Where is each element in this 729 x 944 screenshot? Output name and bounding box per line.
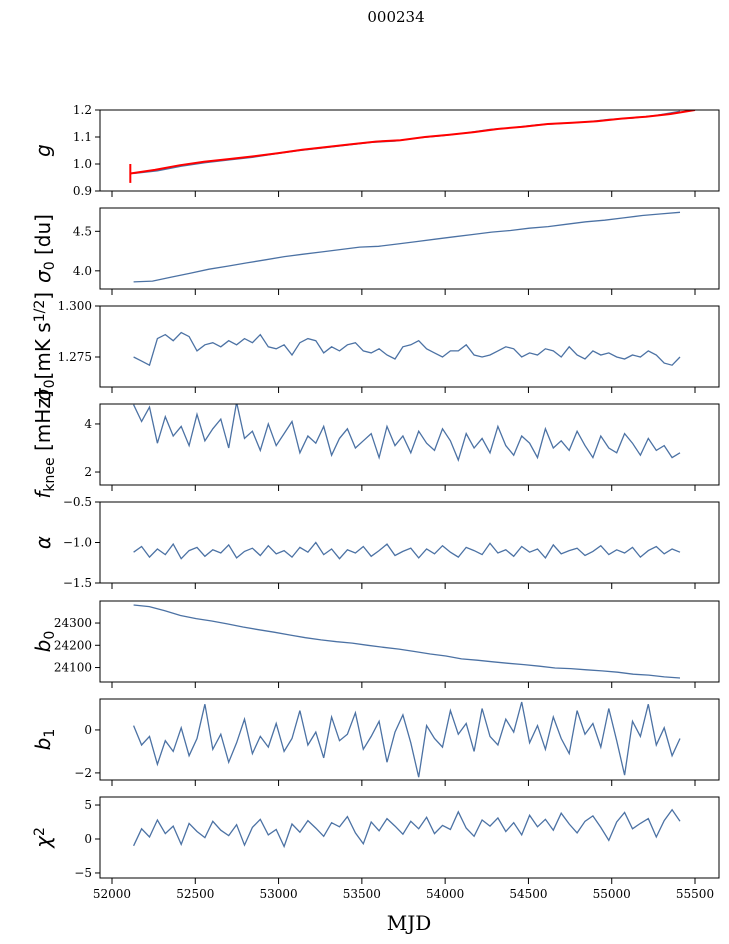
- y-tick-label: 4: [84, 417, 92, 431]
- y-axis-label-part: knee: [42, 457, 58, 491]
- y-axis-label-g: g: [31, 144, 55, 157]
- y-tick-label: −1.5: [63, 576, 92, 590]
- y-tick-label: 1.275: [58, 350, 92, 364]
- y-axis-label-part: 0: [42, 379, 58, 388]
- panel-alpha: −1.5 −1.0 −0.5 α: [31, 495, 720, 590]
- y-axis-label-part: 1/2: [32, 300, 48, 323]
- panels: 0.91.01.11.2g4.04.5σ0 [du]1.2751.300σ0[m…: [31, 103, 720, 901]
- x-tick-label: 52000: [93, 887, 131, 901]
- panel-fknee: 2 4 fknee [mHz]: [31, 390, 720, 499]
- x-tick-label: 55000: [593, 887, 631, 901]
- series-line-g-fit: [130, 110, 696, 175]
- y-axis-label-part: α: [31, 536, 55, 549]
- y-axis-label-part: [mHz]: [31, 390, 55, 457]
- series-line-b1: [132, 701, 681, 778]
- axes-frame: [99, 796, 720, 879]
- y-tick-label: 4.5: [73, 224, 92, 238]
- y-tick-label: 0.9: [73, 184, 92, 198]
- axes-frame: [99, 305, 720, 388]
- series-line-fknee: [133, 404, 681, 462]
- y-axis-label-part: [du]: [31, 214, 55, 261]
- axes-frame: [99, 109, 720, 192]
- y-tick-label: 2: [84, 465, 92, 479]
- axes-frame: [99, 207, 720, 290]
- y-axis-label-sigma0-du: σ0 [du]: [31, 214, 58, 283]
- y-axis-label-alpha: α: [31, 536, 55, 549]
- panel-b1: −2 0 b1: [31, 698, 720, 786]
- x-tick-label: 52500: [176, 887, 214, 901]
- y-tick-label: 0: [84, 723, 92, 737]
- y-axis-label-sigma0-mk: σ0[mK s1/2]: [31, 292, 58, 401]
- axes-frame: [99, 403, 720, 486]
- y-axis-label-part: 1: [42, 729, 58, 738]
- x-tick-label: 54500: [509, 887, 547, 901]
- y-axis-label-part: ]: [31, 292, 55, 300]
- y-tick-label: −0.5: [63, 495, 92, 509]
- y-tick-label: 1.0: [73, 157, 92, 171]
- y-tick-label: 24100: [54, 661, 92, 675]
- y-tick-label: 1.2: [73, 103, 92, 117]
- y-axis-label-part: 0: [42, 261, 58, 270]
- series-line-sigma0: [133, 211, 681, 283]
- y-tick-label: 5: [84, 798, 92, 812]
- series-line-alpha: [133, 541, 681, 560]
- y-tick-label: 24300: [54, 616, 92, 630]
- x-tick-label: 53000: [259, 887, 297, 901]
- series-line-chi2: [133, 808, 681, 849]
- y-axis-label-part: σ: [31, 387, 55, 401]
- panel-chi2: −5 0 5 52000 52500 53000 53500 54000 54500 55000 5…: [31, 796, 720, 901]
- y-axis-label-part: σ: [31, 269, 55, 283]
- series-line-b0: [133, 604, 681, 679]
- y-axis-label-part: 2: [32, 827, 48, 836]
- y-tick-label: 1.300: [58, 299, 92, 313]
- y-axis-label-part: [mK s: [31, 322, 55, 379]
- y-axis-label-b1: b1: [31, 729, 58, 751]
- y-tick-label: 24200: [54, 638, 92, 652]
- axes-frame: [99, 600, 720, 683]
- y-axis-label-fknee: fknee [mHz]: [31, 390, 58, 498]
- panel-g: 0.9 1.0 1.1 1.2 g: [31, 103, 720, 198]
- y-tick-label: 1.1: [73, 130, 92, 144]
- x-tick-label: 55500: [676, 887, 714, 901]
- y-tick-label: −2: [74, 766, 92, 780]
- figure-title: 000234: [367, 8, 424, 26]
- panel-sigma0-du: 4.0 4.5 σ0 [du]: [31, 207, 720, 295]
- y-axis-label-part: f: [31, 489, 55, 499]
- x-axis-label: MJD: [387, 911, 432, 935]
- y-axis-label-part: χ: [31, 835, 55, 849]
- y-tick-label: 4.0: [73, 264, 92, 278]
- y-axis-label-chi2: χ2: [31, 827, 55, 849]
- y-axis-label-part: g: [31, 144, 55, 157]
- y-axis-label-part: b: [31, 738, 55, 751]
- axes-frame: [99, 698, 720, 781]
- x-tick-label: 54000: [426, 887, 464, 901]
- y-axis-label-b0: b0: [31, 631, 58, 653]
- x-tick-label: 53500: [343, 887, 381, 901]
- axes-frame: [99, 501, 720, 584]
- y-tick-label: −1.0: [63, 536, 92, 550]
- series-line-sigma0-white: [133, 331, 681, 367]
- y-axis-label-part: 0: [42, 631, 58, 640]
- y-axis-label-part: b: [31, 640, 55, 653]
- y-tick-label: −5: [74, 866, 92, 880]
- y-tick-label: 0: [84, 832, 92, 846]
